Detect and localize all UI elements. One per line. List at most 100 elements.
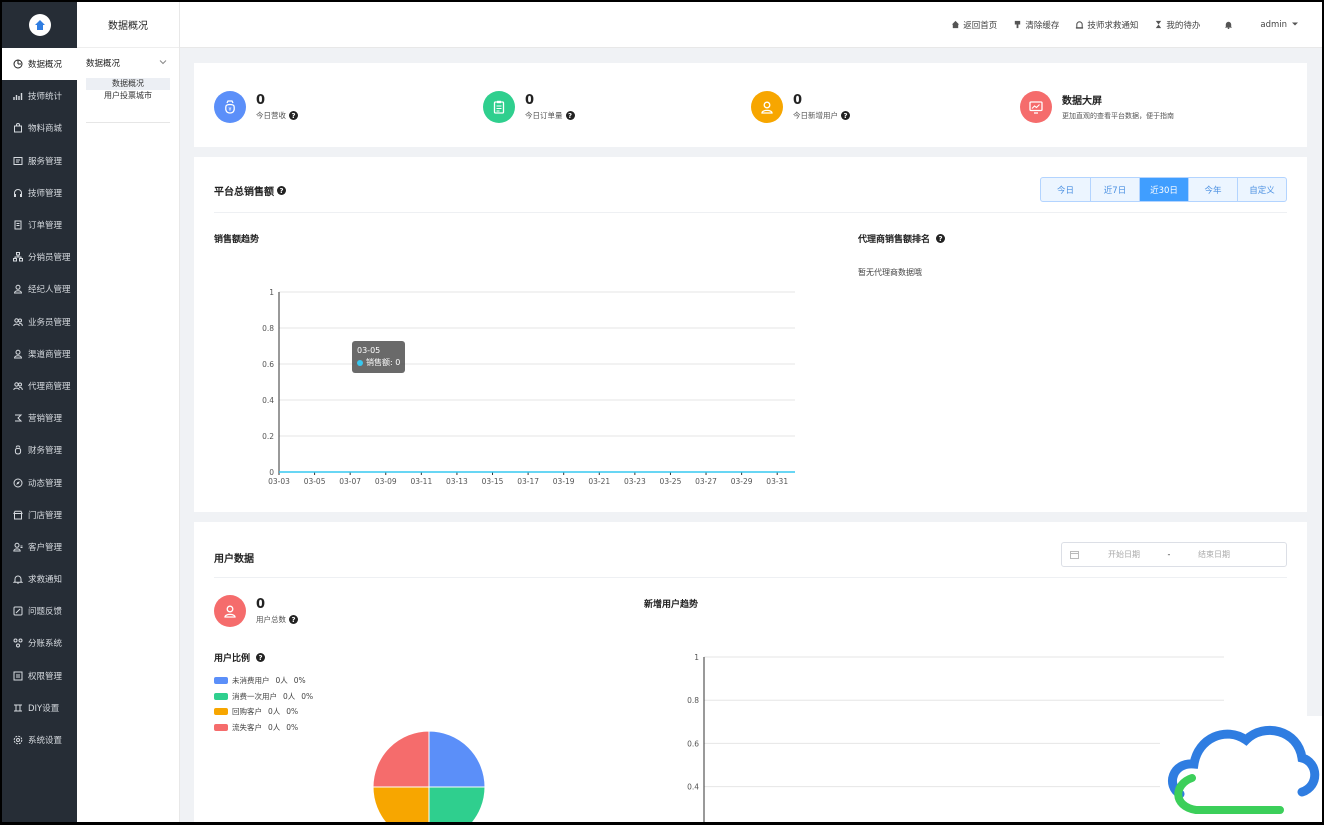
sidebar-item[interactable]: 分销员管理 xyxy=(2,241,77,273)
help-icon[interactable]: ? xyxy=(565,111,575,120)
x-tick-label: 03-13 xyxy=(446,477,468,486)
subnav-group[interactable]: 数据概况 xyxy=(77,48,179,78)
todo-link[interactable]: 我的待办 xyxy=(1154,19,1200,31)
sidebar-item[interactable]: 权限管理 xyxy=(2,660,77,692)
x-tick-label: 03-07 xyxy=(339,477,361,486)
sidebar-item[interactable]: 客户管理 xyxy=(2,531,77,563)
sidebar-item[interactable]: 动态管理 xyxy=(2,466,77,498)
sidebar-item[interactable]: 经纪人管理 xyxy=(2,273,77,305)
stat-label: 用户总数 xyxy=(256,615,286,624)
home-link[interactable]: 返回首页 xyxy=(951,19,997,31)
pie-slice xyxy=(372,786,430,822)
agent-rank-title: 代理商销售额排名? xyxy=(858,232,946,245)
sales-trend-chart[interactable]: 0 0.2 0.4 0.6 0.8 1 03-03 03-05 03-07 03-09 03-11 0… xyxy=(244,282,804,492)
x-tick-label: 03-15 xyxy=(482,477,504,486)
split-icon xyxy=(13,638,23,648)
sidebar-item-label: 系统设置 xyxy=(28,736,63,747)
legend-swatch xyxy=(214,708,228,716)
sos-notice-link[interactable]: 技师求救通知 xyxy=(1075,19,1138,31)
legend-item[interactable]: 回购客户 0人 0% xyxy=(214,704,313,720)
sidebar-item[interactable]: 系统设置 xyxy=(2,724,77,756)
svg-text:¥: ¥ xyxy=(228,107,231,113)
x-tick-label: 03-05 xyxy=(304,477,326,486)
sidebar-item[interactable]: 渠道商管理 xyxy=(2,338,77,370)
sidebar-item[interactable]: 数据概况 xyxy=(2,48,77,81)
end-date-input[interactable]: 结束日期 xyxy=(1198,550,1230,559)
clear-cache-label: 清除缓存 xyxy=(1025,20,1060,31)
sidebar-item-label: 求救通知 xyxy=(28,575,63,586)
sub-sidebar: 数据概况 数据概况 数据概况 用户投票城市 xyxy=(77,2,180,822)
legend-count: 0人 xyxy=(275,676,288,686)
range-button[interactable]: 今年 xyxy=(1188,178,1237,201)
user-name: admin xyxy=(1260,19,1287,30)
sidebar-item[interactable]: 订单管理 xyxy=(2,209,77,241)
users-title: 用户数据 xyxy=(214,554,254,565)
clear-cache-link[interactable]: 清除缓存 xyxy=(1013,19,1059,31)
sidebar-item-label: 权限管理 xyxy=(28,671,63,682)
sidebar-item[interactable]: DIY设置 xyxy=(2,692,77,724)
stat-big-screen[interactable]: 数据大屏 更加直观的查看平台数据，便于指南 xyxy=(1020,91,1174,123)
alarm-icon xyxy=(1075,20,1084,29)
x-tick-label: 03-19 xyxy=(553,477,575,486)
x-tick-label: 03-09 xyxy=(375,477,397,486)
help-icon[interactable]: ? xyxy=(289,111,298,120)
sidebar-item[interactable]: 营销管理 xyxy=(2,402,77,434)
subnav-link-vote-city[interactable]: 用户投票城市 xyxy=(104,91,152,100)
sidebar-item[interactable]: 问题反馈 xyxy=(2,595,77,627)
legend-item[interactable]: 消费一次用户 0人 0% xyxy=(214,689,313,705)
y-tick-label: 1 xyxy=(269,288,274,297)
help-icon[interactable]: ? xyxy=(936,234,946,243)
sidebar-item[interactable]: 代理商管理 xyxy=(2,370,77,402)
users-card: 用户数据 开始日期 - 结束日期 0 用户总数? 用户比例? 未消费用户 0人 0%… xyxy=(194,522,1307,822)
user-ratio-legend: 未消费用户 0人 0% 消费一次用户 0人 0% 回购客户 0人 0% 流失客户 0人 0% xyxy=(214,673,313,735)
legend-swatch xyxy=(214,677,228,685)
range-button[interactable]: 近7日 xyxy=(1090,178,1139,201)
sidebar-item[interactable]: 财务管理 xyxy=(2,434,77,466)
stat-value: 0 xyxy=(256,93,266,108)
start-date-input[interactable]: 开始日期 xyxy=(1108,550,1140,559)
sidebar-item[interactable]: 门店管理 xyxy=(2,499,77,531)
help-icon[interactable]: ? xyxy=(277,186,286,195)
y-tick-label: 0 xyxy=(269,468,274,477)
sidebar-item-label: 动态管理 xyxy=(28,478,63,489)
help-icon[interactable]: ? xyxy=(841,111,850,120)
date-range-picker[interactable]: 开始日期 - 结束日期 xyxy=(1061,542,1287,567)
legend-item[interactable]: 未消费用户 0人 0% xyxy=(214,673,313,689)
stat-orders: 0 今日订单量? xyxy=(483,91,575,123)
stat-total-users: 0 用户总数? xyxy=(214,595,298,627)
stat-value: 0 xyxy=(793,93,803,108)
sidebar-item[interactable]: 求救通知 xyxy=(2,563,77,595)
legend-name: 回购客户 xyxy=(232,707,262,717)
range-button[interactable]: 今日 xyxy=(1056,185,1074,196)
sidebar-item[interactable]: 分账系统 xyxy=(2,627,77,659)
pie-slice xyxy=(428,786,486,822)
range-button[interactable]: 近30日 xyxy=(1139,178,1188,201)
sidebar-item-label: 代理商管理 xyxy=(28,381,71,392)
sidebar-item-label: 业务员管理 xyxy=(28,317,71,328)
help-icon[interactable]: ? xyxy=(256,653,266,662)
sidebar-item[interactable]: 物料商城 xyxy=(2,112,77,144)
user-menu[interactable]: admin xyxy=(1260,20,1298,30)
y-tick-label: 0.8 xyxy=(262,324,274,333)
logo[interactable] xyxy=(2,2,77,48)
sidebar-item[interactable]: 服务管理 xyxy=(2,145,77,177)
help-icon[interactable]: ? xyxy=(289,615,298,624)
subnav-link-overview[interactable]: 数据概况 xyxy=(86,78,170,90)
legend-item[interactable]: 流失客户 0人 0% xyxy=(214,720,313,736)
feedback-icon xyxy=(13,606,23,616)
x-tick-label: 03-11 xyxy=(410,477,432,486)
stat-value: 数据大屏 xyxy=(1062,95,1102,107)
range-button[interactable]: 自定义 xyxy=(1237,178,1286,201)
notification-button[interactable] xyxy=(1224,20,1236,29)
user-icon xyxy=(13,284,23,294)
main-sidebar: 数据概况 技师统计 物料商城 服务管理 技师管理 订单管理 分销员管理 经纪人管理业务员管理渠… xyxy=(2,2,77,822)
hourglass-icon xyxy=(1154,20,1163,29)
user-icon xyxy=(751,91,783,123)
money-bag-icon: ¥ xyxy=(214,91,246,123)
bar-chart-icon xyxy=(13,91,23,101)
sidebar-item[interactable]: 业务员管理 xyxy=(2,306,77,338)
sidebar-item[interactable]: 技师统计 xyxy=(2,80,77,112)
user-ratio-pie[interactable] xyxy=(372,730,488,822)
sidebar-item[interactable]: 技师管理 xyxy=(2,177,77,209)
new-user-trend-chart[interactable]: 0.20.40.60.81 xyxy=(674,647,1234,822)
